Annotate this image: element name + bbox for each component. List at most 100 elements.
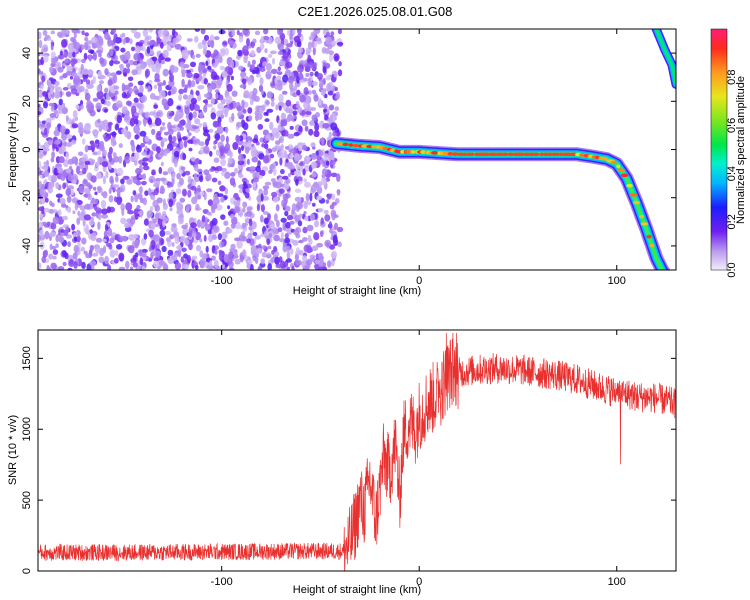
noise-speckle <box>108 153 113 162</box>
noise-speckle <box>48 102 55 107</box>
noise-speckle <box>89 244 95 251</box>
noise-speckle <box>284 233 289 239</box>
noise-speckle <box>211 255 216 261</box>
noise-speckle <box>333 71 338 78</box>
noise-speckle <box>269 121 274 131</box>
noise-speckle <box>153 257 159 262</box>
noise-speckle <box>94 198 99 205</box>
noise-speckle <box>255 105 261 113</box>
noise-speckle <box>134 31 141 39</box>
noise-speckle <box>270 68 278 75</box>
noise-speckle <box>280 217 287 223</box>
noise-speckle <box>123 72 127 77</box>
noise-speckle <box>127 210 134 215</box>
noise-speckle <box>76 165 80 175</box>
noise-speckle <box>264 48 268 54</box>
noise-speckle <box>179 197 186 203</box>
noise-speckle <box>44 127 48 136</box>
noise-speckle <box>302 168 306 176</box>
noise-speckle <box>240 145 245 151</box>
noise-speckle <box>84 36 89 42</box>
noise-speckle <box>162 49 169 59</box>
noise-speckle <box>162 219 166 228</box>
noise-speckle <box>213 225 220 233</box>
noise-speckle <box>322 122 330 129</box>
noise-speckle <box>40 84 44 90</box>
noise-speckle <box>106 242 112 248</box>
noise-speckle <box>76 217 81 225</box>
noise-speckle <box>306 245 313 254</box>
noise-speckle <box>238 153 244 162</box>
noise-speckle <box>318 150 324 157</box>
noise-speckle <box>76 235 81 243</box>
noise-speckle <box>246 158 250 165</box>
noise-speckle <box>243 90 250 99</box>
snr-x-label: Height of straight line (km) <box>293 584 421 596</box>
noise-speckle <box>130 29 137 34</box>
noise-speckle <box>240 71 247 78</box>
noise-speckle <box>154 212 160 220</box>
noise-speckle <box>48 208 55 214</box>
noise-speckle <box>190 222 197 229</box>
noise-speckle <box>41 75 46 83</box>
noise-speckle <box>266 108 274 113</box>
noise-speckle <box>145 68 150 78</box>
noise-speckle <box>220 196 225 203</box>
noise-speckle <box>328 221 333 230</box>
noise-speckle <box>62 261 67 267</box>
noise-speckle <box>225 95 233 104</box>
noise-speckle <box>238 209 243 218</box>
noise-speckle <box>184 106 190 115</box>
noise-speckle <box>38 160 42 169</box>
noise-speckle <box>64 58 69 64</box>
noise-speckle <box>289 82 294 91</box>
noise-speckle <box>160 177 166 182</box>
signal-hotspot <box>554 152 560 157</box>
signal-hotspot <box>507 152 515 157</box>
noise-speckle <box>314 220 319 228</box>
noise-speckle <box>102 124 109 131</box>
noise-speckle <box>200 190 205 197</box>
noise-speckle <box>186 38 193 42</box>
noise-speckle <box>208 128 214 133</box>
noise-speckle <box>204 98 208 106</box>
noise-speckle <box>251 156 259 163</box>
noise-speckle <box>313 29 321 35</box>
x-tick-label: 100 <box>608 275 626 287</box>
noise-speckle <box>181 247 187 253</box>
noise-speckle <box>324 114 329 121</box>
noise-speckle <box>327 194 332 200</box>
noise-speckle <box>43 54 49 63</box>
noise-speckle <box>127 76 134 82</box>
noise-speckle <box>131 105 137 115</box>
noise-speckle <box>260 204 265 213</box>
noise-speckle <box>178 88 184 95</box>
noise-speckle <box>316 186 323 194</box>
noise-speckle <box>276 75 282 81</box>
noise-speckle <box>122 175 130 180</box>
noise-speckle <box>181 69 187 75</box>
noise-speckle <box>165 237 171 243</box>
noise-speckle <box>278 105 282 111</box>
noise-speckle <box>329 114 334 120</box>
noise-speckle <box>41 124 46 128</box>
noise-speckle <box>294 188 302 193</box>
noise-speckle <box>265 100 270 105</box>
noise-speckle <box>51 151 55 159</box>
noise-speckle <box>267 263 272 270</box>
signal-hotspot <box>633 200 640 205</box>
noise-speckle <box>46 122 52 129</box>
noise-speckle <box>91 252 99 257</box>
noise-speckle <box>231 30 236 36</box>
noise-speckle <box>50 105 55 112</box>
noise-speckle <box>101 214 108 219</box>
noise-speckle <box>80 246 86 252</box>
noise-speckle <box>85 40 93 45</box>
noise-speckle <box>286 214 293 221</box>
noise-speckle <box>132 190 137 196</box>
noise-speckle <box>238 147 242 154</box>
noise-speckle <box>65 115 69 122</box>
noise-speckle <box>303 77 308 82</box>
noise-speckle <box>172 142 178 148</box>
noise-speckle <box>62 102 66 111</box>
